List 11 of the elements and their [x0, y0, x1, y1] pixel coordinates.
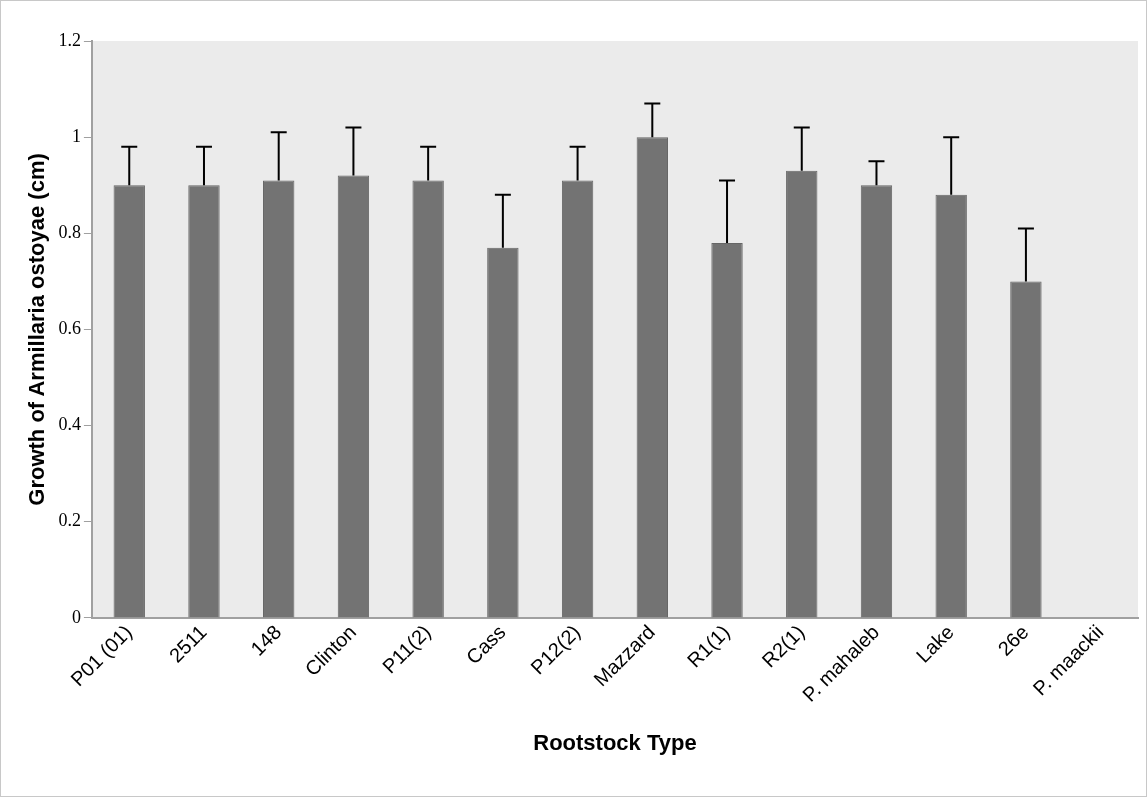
- y-tick-label: 0: [71, 606, 81, 627]
- y-tick-label: 1.2: [58, 29, 81, 50]
- y-tick-label: 0.6: [58, 318, 81, 339]
- y-tick-label: 0.2: [58, 510, 81, 531]
- x-tick-label: 26e: [993, 620, 1033, 660]
- x-axis-title: Rootstock Type: [533, 729, 697, 755]
- y-tick-label: 1: [71, 125, 81, 146]
- x-tick-label: 148: [246, 620, 286, 660]
- y-tick-label: 0.8: [58, 222, 81, 243]
- y-axis-title: Growth of Armillaria ostoyae (cm): [24, 153, 50, 506]
- y-tick-label: 0.4: [58, 414, 81, 435]
